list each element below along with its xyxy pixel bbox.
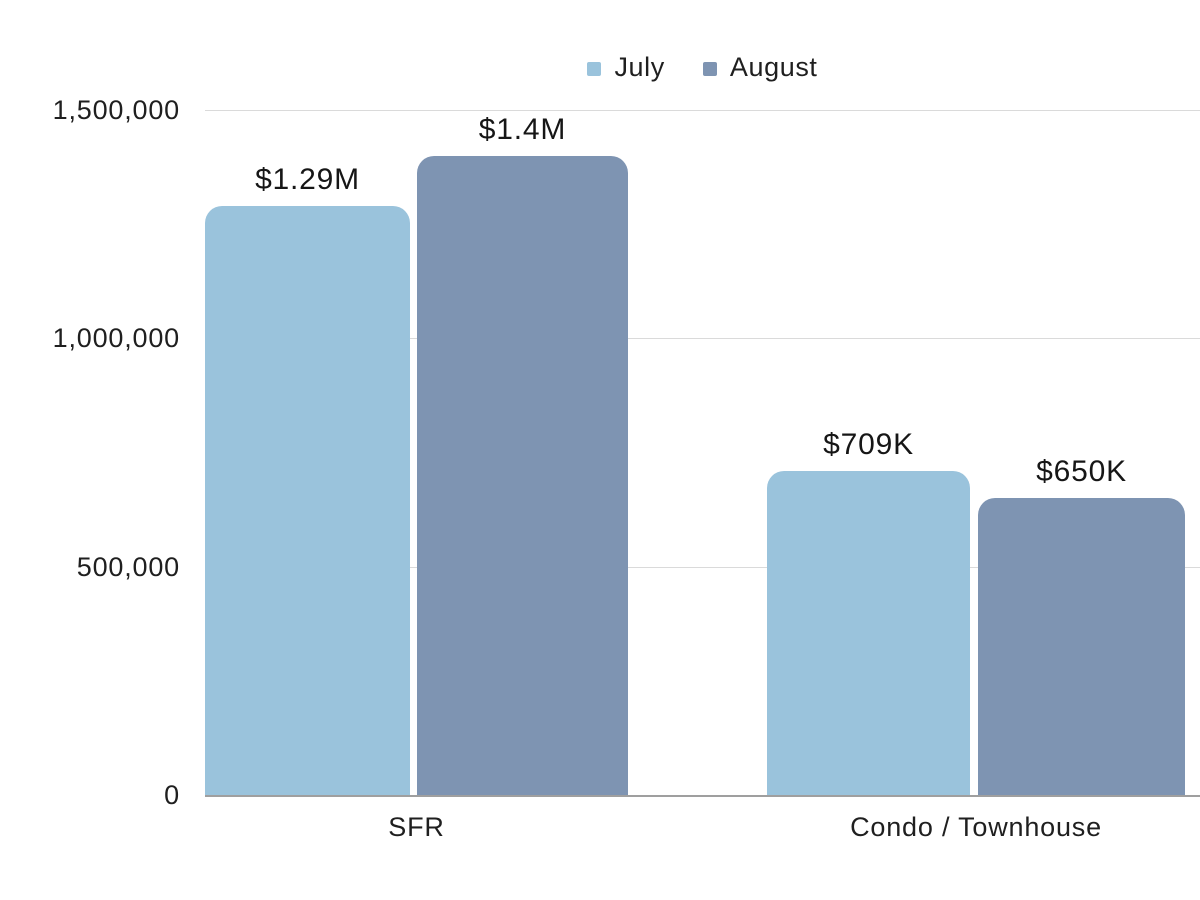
gridline-500000	[205, 567, 1200, 568]
legend-swatch-august-icon	[702, 61, 717, 76]
y-tick-1000000: 1,000,000	[52, 323, 180, 353]
gridline-1500000	[205, 110, 1200, 111]
bar-value-sfr-july: $1.29M	[255, 162, 360, 196]
legend-item-august: August	[702, 52, 818, 83]
y-tick-500000: 500,000	[76, 552, 180, 582]
plot-area: $1.29M $1.4M $709K $650K	[205, 110, 1200, 795]
legend-swatch-july-icon	[587, 61, 602, 76]
y-tick-1500000: 1,500,000	[52, 95, 180, 125]
y-tick-0: 0	[164, 780, 180, 810]
legend-label-august: August	[729, 52, 818, 82]
bar-condo-july: $709K	[767, 428, 970, 795]
x-label-condo: Condo / Townhouse	[850, 812, 1102, 842]
gridline-1000000	[205, 338, 1200, 339]
bar-condo-august: $650K	[978, 455, 1185, 795]
bar-value-sfr-august: $1.4M	[478, 112, 567, 146]
chart-legend: July August	[205, 52, 1200, 83]
x-label-sfr: SFR	[388, 812, 445, 842]
legend-label-july: July	[614, 52, 665, 82]
x-axis-line	[205, 795, 1200, 797]
legend-item-july: July	[587, 52, 664, 83]
bar-sfr-july: $1.29M	[205, 163, 410, 795]
bar-value-condo-july: $709K	[823, 428, 914, 462]
bar-value-condo-august: $650K	[1036, 455, 1127, 489]
bar-sfr-august: $1.4M	[417, 113, 628, 795]
